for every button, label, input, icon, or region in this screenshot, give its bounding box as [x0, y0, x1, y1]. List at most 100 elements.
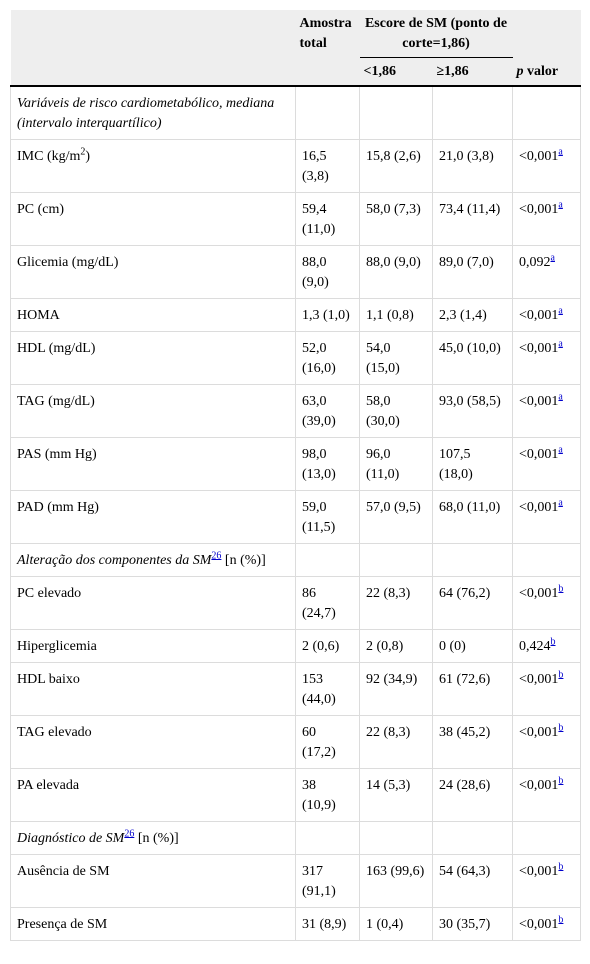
value-cell: 1,1 (0,8): [359, 298, 433, 332]
value-cell: 92 (34,9): [359, 662, 433, 716]
label: PC elevado: [17, 586, 82, 601]
data-row: HDL baixo 153 (44,0) 92 (34,9) 61 (72,6) <0,…: [10, 662, 582, 716]
note-link[interactable]: b: [558, 914, 564, 926]
label: Hiperglicemia: [17, 639, 97, 654]
data-row: PA elevada 38 (10,9) 14 (5,3) 24 (28,6) <0,0…: [10, 768, 582, 822]
row-label: PC elevado: [10, 576, 296, 630]
note-sup: a: [558, 391, 562, 402]
p-cell: <0,001b: [512, 854, 582, 908]
value-cell: 2,3 (1,4): [431, 298, 514, 332]
value-cell: 68,0 (11,0): [431, 490, 514, 544]
label-end: ): [85, 149, 91, 164]
value-cell: 52,0 (16,0): [295, 331, 360, 385]
note-link[interactable]: b: [558, 583, 564, 595]
note-link[interactable]: b: [558, 861, 564, 873]
p-value: <0,001: [519, 672, 559, 687]
data-row: PC elevado 86 (24,7) 22 (8,3) 64 (76,2) <0,0…: [10, 576, 582, 630]
header-empty: [512, 10, 581, 58]
ref-link[interactable]: 26: [211, 550, 222, 562]
header-sub: <1,86: [359, 57, 433, 87]
value-cell: 24 (28,6): [431, 768, 514, 822]
data-table: Amostra total Escore de SM (ponto de cor…: [10, 10, 582, 941]
note-link[interactable]: a: [558, 338, 563, 350]
p-symbol: p: [516, 63, 524, 79]
note-sup: b: [558, 914, 563, 925]
note-sup: a: [558, 338, 562, 349]
value-cell: 163 (99,6): [359, 854, 433, 908]
row-label: Variáveis de risco cardiometabólico, med…: [10, 85, 296, 140]
value-cell: 63,0 (39,0): [295, 384, 360, 438]
value-cell: 31 (8,9): [295, 907, 360, 941]
row-label: PA elevada: [10, 768, 296, 822]
p-cell: <0,001a: [512, 331, 582, 385]
note-link[interactable]: a: [558, 305, 563, 317]
p-cell: <0,001b: [512, 662, 582, 716]
note-sup: a: [558, 199, 562, 210]
value-cell: 61 (72,6): [431, 662, 514, 716]
label: Ausência de SM: [17, 864, 110, 879]
note-link[interactable]: b: [558, 775, 564, 787]
value-cell: 45,0 (10,0): [431, 331, 514, 385]
p-cell: <0,001b: [512, 907, 582, 941]
p-cell: <0,001a: [512, 298, 582, 332]
note-link[interactable]: a: [558, 497, 563, 509]
data-row: PAS (mm Hg) 98,0 (13,0) 96,0 (11,0) 107,5 (…: [10, 437, 582, 491]
note-link[interactable]: b: [558, 669, 564, 681]
ref-link[interactable]: 26: [124, 828, 135, 840]
data-row: PC (cm) 59,4 (11,0) 58,0 (7,3) 73,4 (11,4) <…: [10, 192, 582, 246]
value-cell: 0 (0): [431, 629, 514, 663]
label: PA elevada: [17, 778, 80, 793]
header-row: <1,86 ≥1,86 p valor: [10, 57, 581, 87]
note-sup: a: [558, 444, 562, 455]
note-link[interactable]: a: [550, 252, 555, 264]
value-cell: 73,4 (11,4): [431, 192, 514, 246]
empty-cell: [295, 85, 360, 140]
value-cell: 64 (76,2): [431, 576, 514, 630]
row-label: Presença de SM: [10, 907, 296, 941]
value-cell: 58,0 (7,3): [359, 192, 433, 246]
ref-sup: 26: [124, 828, 134, 839]
section-suffix: [n (%)]: [224, 553, 266, 568]
value-cell: 2 (0,8): [359, 629, 433, 663]
note-sup: b: [551, 636, 556, 647]
value-cell: 57,0 (9,5): [359, 490, 433, 544]
note-link[interactable]: b: [558, 722, 564, 734]
note-link[interactable]: a: [558, 146, 563, 158]
note-link[interactable]: b: [550, 636, 556, 648]
data-row: TAG elevado 60 (17,2) 22 (8,3) 38 (45,2) <0,…: [10, 715, 582, 769]
header-group: Escore de SM (ponto de corte=1,86): [359, 10, 513, 58]
empty-cell: [359, 821, 433, 855]
note-link[interactable]: a: [558, 444, 563, 456]
section-title: Diagnóstico de SM: [17, 831, 125, 846]
value-cell: 96,0 (11,0): [359, 437, 433, 491]
p-value: <0,001: [519, 149, 559, 164]
data-row: Ausência de SM 317 (91,1) 163 (99,6) 54 (64…: [10, 854, 582, 908]
section-title: Variáveis de risco cardiometabólico, med…: [17, 96, 275, 131]
value-cell: 93,0 (58,5): [431, 384, 514, 438]
p-cell: <0,001a: [512, 437, 582, 491]
label: PC (cm): [17, 202, 65, 217]
p-text: valor: [527, 63, 559, 79]
value-cell: 38 (10,9): [295, 768, 360, 822]
value-cell: 59,0 (11,5): [295, 490, 360, 544]
label: Presença de SM: [17, 917, 108, 932]
empty-cell: [431, 543, 514, 577]
data-row: HOMA 1,3 (1,0) 1,1 (0,8) 2,3 (1,4) <0,001a: [10, 298, 582, 332]
p-value: <0,001: [519, 341, 559, 356]
data-row: PAD (mm Hg) 59,0 (11,5) 57,0 (9,5) 68,0 (11…: [10, 490, 582, 544]
value-cell: 1 (0,4): [359, 907, 433, 941]
value-cell: 89,0 (7,0): [431, 245, 514, 299]
label: TAG elevado: [17, 725, 92, 740]
value-cell: 2 (0,6): [295, 629, 360, 663]
note-sup: b: [558, 669, 563, 680]
p-cell: <0,001a: [512, 139, 582, 193]
empty-cell: [359, 543, 433, 577]
value-cell: 58,0 (30,0): [359, 384, 433, 438]
note-link[interactable]: a: [558, 199, 563, 211]
value-cell: 317 (91,1): [295, 854, 360, 908]
row-label: PAD (mm Hg): [10, 490, 296, 544]
note-link[interactable]: a: [558, 391, 563, 403]
label-sup: 2: [80, 146, 86, 158]
value-cell: 54 (64,3): [431, 854, 514, 908]
p-value: <0,001: [519, 725, 559, 740]
